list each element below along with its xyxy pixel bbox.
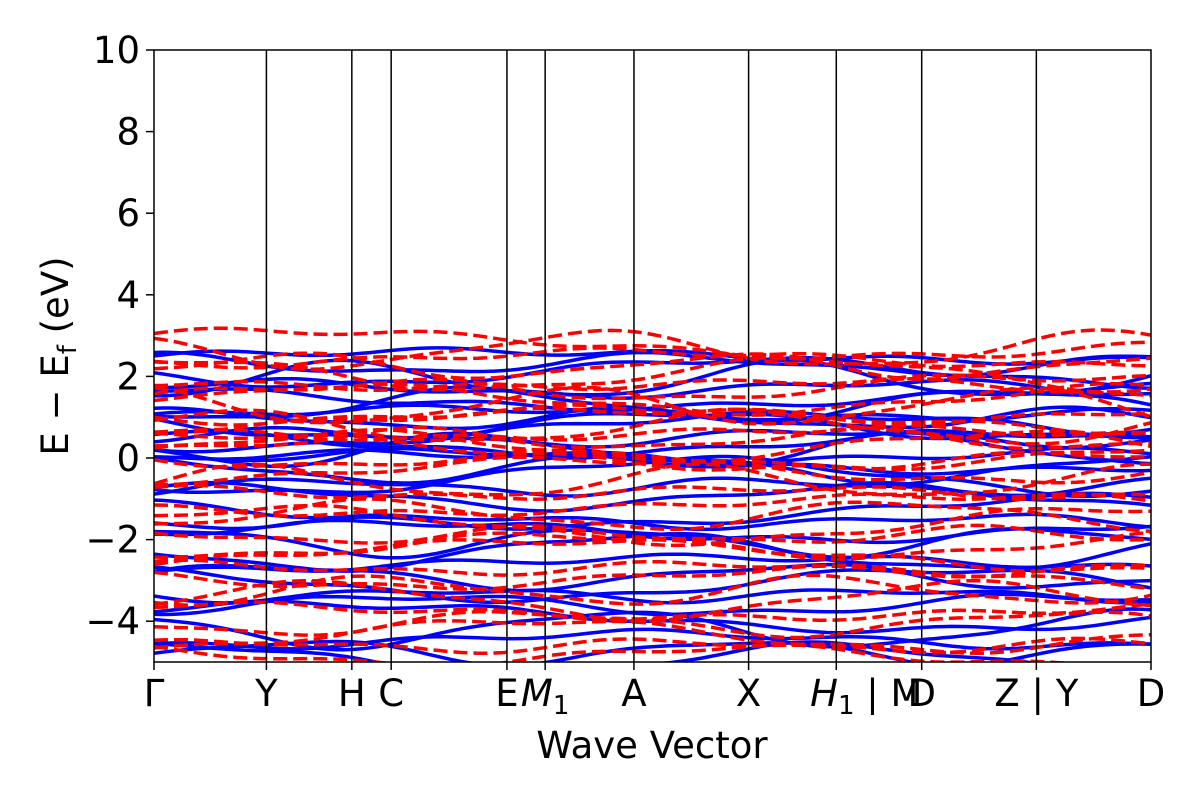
x-tick-label: M1 — [521, 672, 569, 721]
y-tick-label: −4 — [85, 600, 140, 643]
spin-up-band — [154, 425, 1151, 450]
spin-down-band — [154, 636, 1151, 655]
x-tick-label: E — [495, 672, 518, 715]
x-tick-label: H1 | M — [810, 672, 922, 721]
y-tick-label: −2 — [85, 519, 140, 562]
spin-up-band — [154, 640, 1039, 662]
spin-down-band — [154, 643, 1075, 662]
spin-down-band — [154, 406, 1151, 436]
spin-down-band — [154, 356, 1151, 394]
y-tick-label: 2 — [116, 355, 140, 398]
spin-up-band — [154, 429, 1151, 460]
spin-up-band — [154, 491, 1151, 531]
spin-down-band — [154, 619, 1151, 655]
spin-down-band — [154, 448, 1151, 471]
y-tick-label: 8 — [116, 111, 140, 154]
spin-down-band — [154, 523, 1151, 545]
y-tick-label: 10 — [93, 29, 140, 72]
x-tick-label: Y — [254, 672, 278, 715]
x-tick-label: H — [338, 672, 366, 715]
spin-down-band — [154, 455, 1151, 487]
x-tick-label: A — [621, 672, 646, 715]
x-tick-label: X — [736, 672, 761, 715]
y-tick-label: 4 — [116, 274, 140, 317]
y-tick-label: 6 — [116, 192, 140, 235]
spin-up-band — [154, 346, 1151, 366]
spin-down-band — [154, 431, 1151, 472]
spin-down-band — [154, 600, 1151, 623]
x-tick-label: C — [378, 672, 404, 715]
spin-down-band — [154, 381, 1151, 417]
spin-down-band — [154, 503, 1151, 548]
spin-up-band — [154, 588, 1151, 605]
spin-down-band — [154, 492, 1151, 518]
spin-down-band — [154, 326, 1151, 361]
x-axis-title: Wave Vector — [536, 724, 768, 767]
spin-down-band — [154, 497, 1151, 534]
spin-up-band — [154, 639, 1151, 662]
spin-down-band — [154, 346, 1151, 370]
plot-frame — [153, 49, 1152, 663]
spin-down-band — [154, 351, 1151, 381]
spin-down-band — [154, 462, 1151, 497]
spin-down-band — [154, 423, 1151, 443]
spin-up-band — [154, 480, 1151, 513]
x-tick-label: D — [1137, 672, 1166, 715]
spin-down-band — [154, 564, 1151, 591]
x-tick-label: D — [907, 672, 936, 715]
x-tick-label: Z | Y — [994, 672, 1078, 715]
high-symmetry-lines — [265, 50, 1038, 662]
y-tick-label: 0 — [116, 437, 140, 480]
y-axis-title: E − Ef (eV) — [34, 256, 83, 455]
band-lines — [154, 326, 1151, 662]
x-tick-label: Γ — [144, 672, 165, 715]
spin-down-band — [154, 425, 1151, 451]
spin-down-band — [154, 407, 1151, 446]
spin-down-band — [154, 538, 1151, 573]
spin-down-band — [154, 609, 1151, 640]
y-axis-ticks: −4 −2 0 2 4 6 8 10 — [85, 29, 154, 643]
